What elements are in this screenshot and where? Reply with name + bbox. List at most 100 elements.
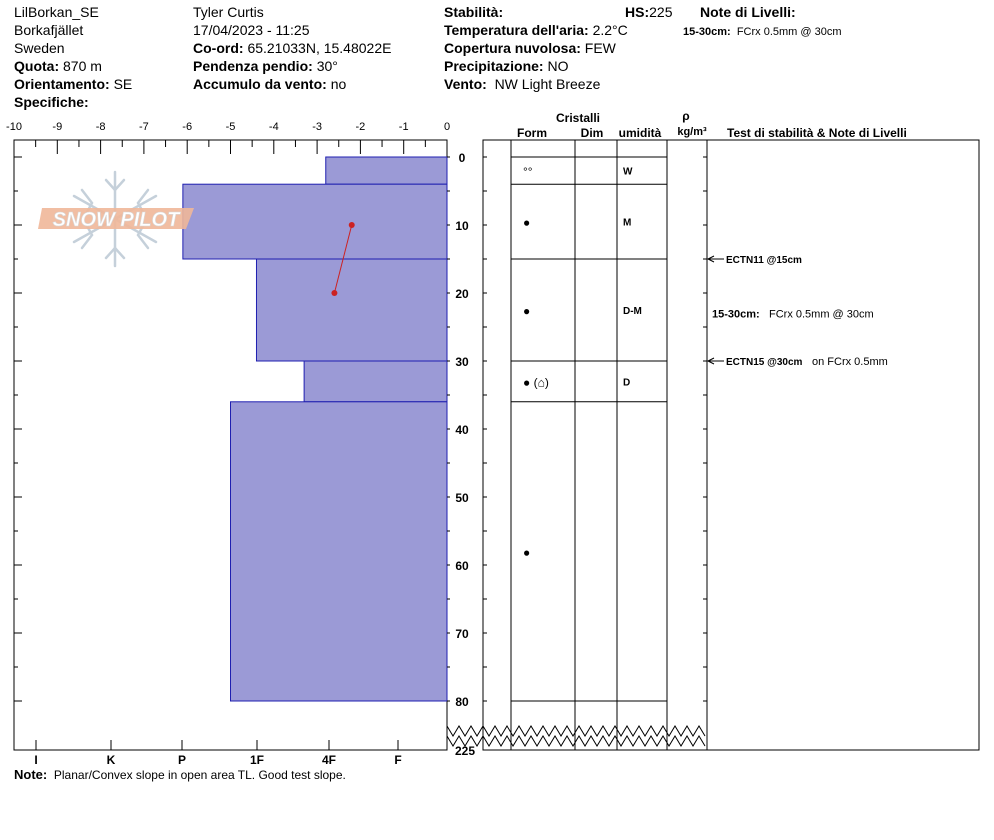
sky-label: Copertura nuvolosa: [444,40,581,56]
hs-row: HS:225 [625,4,672,20]
temp-tick-label: -1 [399,121,409,133]
depth-tick-label: 10 [455,219,469,233]
grain-form-symbol: ● [523,216,530,230]
moisture-value: D-M [623,306,642,317]
hardness-layer [182,183,448,260]
temp-tick-label: -5 [226,121,236,133]
observation-datetime: 17/04/2023 - 11:25 [193,22,310,38]
temp-tick-label: -6 [182,121,192,133]
table-frame [482,139,980,751]
form-header: Form [517,126,547,140]
wind-label: Vento: [444,76,487,92]
slope-row: Pendenza pendio: 30° [193,58,338,74]
depth-tick-label: 50 [455,491,469,505]
depth-tick-label: 60 [455,559,469,573]
depth-tick-label: 30 [455,355,469,369]
elevation-row: Quota: 870 m [14,58,102,74]
coord-label: Co-ord: [193,40,244,56]
temperature-point [331,290,338,296]
hardness-layer [255,258,448,362]
depth-tick-label: 40 [455,423,469,437]
depth-break-zigzag [446,725,706,737]
observer-name: Tyler Curtis [193,4,264,20]
grain-form-symbol: ● [523,545,530,559]
country-name: Sweden [14,40,65,56]
size-header: Dim [581,126,604,140]
slope-value: 30° [316,58,338,74]
stability-test-label: ECTN11 @15cm [726,255,802,266]
temp-tick-label: -4 [269,121,279,133]
temp-tick-label: -3 [312,121,322,133]
hardness-label: K [107,753,116,767]
stability-test-label: ECTN15 @30cm [726,357,803,368]
sky-value: FEW [584,40,616,56]
depth-tick-label: 80 [455,695,469,709]
precip-row: Precipitazione: NO [444,58,568,74]
arrow-icon [706,255,715,263]
wind-loading-value: no [330,76,347,92]
hardness-label: 4F [322,753,336,767]
site-name: LilBorkan_SE [14,4,99,20]
temp-tick-label: -7 [139,121,149,133]
layer-note-text: FCrx 0.5mm @ 30cm [769,308,874,320]
layer-notes-title: Note di Livelli: [700,4,796,20]
grain-form-symbol: ● [523,304,530,318]
air-temp-value: 2.2°C [592,22,628,38]
wind-loading-row: Accumulo da vento: no [193,76,346,92]
hardness-layer [303,360,448,403]
grain-form-symbol: °° [523,165,533,179]
depth-tick-label: 20 [455,287,469,301]
density-symbol: ρ [682,109,689,123]
elevation-label: Quota: [14,58,60,74]
moisture-value: D [623,377,630,388]
precip-label: Precipitazione: [444,58,544,74]
hs-value: 225 [649,4,673,20]
aspect-label: Orientamento: [14,76,110,92]
sky-row: Copertura nuvolosa: FEW [444,40,616,56]
logo-text: SNOW PILOT [53,209,181,231]
hardness-layer [230,401,448,702]
temp-tick-label: -9 [52,121,62,133]
precip-value: NO [547,58,569,74]
air-temp-label: Temperatura dell'aria: [444,22,589,38]
specifics-label: Specifiche: [14,94,89,110]
temp-tick-label: -2 [356,121,366,133]
aspect-value: SE [113,76,133,92]
hs-label: HS: [625,4,650,20]
header-layer-note-text: FCrx 0.5mm @ 30cm [736,26,842,38]
layer-note-depth: 15-30cm: [712,308,760,320]
stability-test-extra: on FCrx 0.5mm [812,356,888,368]
depth-tick-label: 0 [459,151,466,165]
temp-tick-label: -10 [6,121,22,133]
elevation-value: 870 m [63,58,102,74]
hardness-label: 1F [250,753,264,767]
arrow-icon [706,357,715,365]
crystals-header: Cristalli [556,111,600,125]
note-label: Note: [14,767,48,782]
grain-form-symbol: ● (⌂) [523,375,549,389]
coord-row: Co-ord: 65.21033N, 15.48022E [193,40,391,56]
density-unit: kg/m³ [677,126,707,138]
moisture-header: umidità [619,126,662,140]
hardness-layer [325,156,448,185]
logo-banner [38,208,194,229]
temperature-point [348,222,355,228]
slope-label: Pendenza pendio: [193,58,313,74]
moisture-value: W [623,167,633,178]
wind-value: NW Light Breeze [494,76,601,92]
note-text: Planar/Convex slope in open area TL. Goo… [53,768,346,782]
stability-label: Stabilità: [444,4,504,20]
hardness-label: F [394,753,401,767]
temp-tick-label: -8 [96,121,106,133]
header-layer-note-depth: 15-30cm: [683,26,731,38]
air-temp-row: Temperatura dell'aria: 2.2°C [444,22,628,38]
depth-break-zigzag [446,735,706,747]
hardness-label: I [34,753,37,767]
coord-value: 65.21033N, 15.48022E [247,40,392,56]
header-layer-note: 15-30cm: FCrx 0.5mm @ 30cm [683,24,842,40]
location-name: Borkafjället [14,22,84,38]
snowpilot-logo: SNOW PILOT [38,170,194,268]
moisture-value: M [623,218,631,229]
tests-header: Test di stabilità & Note di Livelli [727,126,907,140]
